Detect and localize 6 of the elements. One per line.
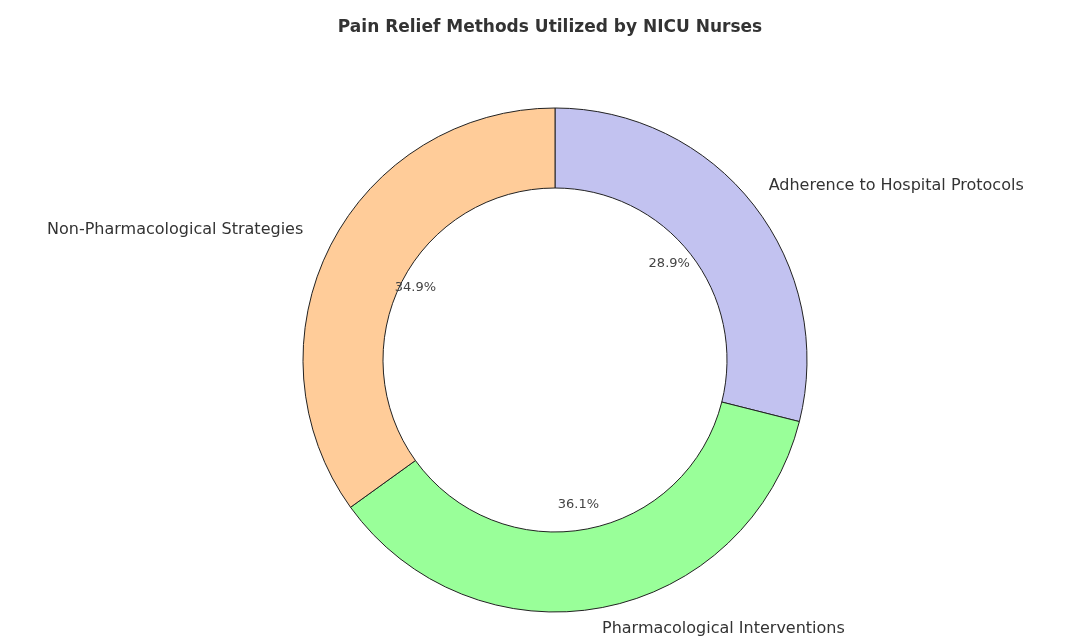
chart-title: Pain Relief Methods Utilized by NICU Nurses (337, 16, 763, 36)
slice-label: Adherence to Hospital Protocols (768, 175, 1024, 195)
data-label: 28.9% (648, 254, 690, 270)
slice-label: Pharmacological Interventions (601, 617, 845, 637)
slice-label: Non-Pharmacological Strategies (47, 219, 304, 239)
data-label: 36.1% (557, 496, 600, 512)
